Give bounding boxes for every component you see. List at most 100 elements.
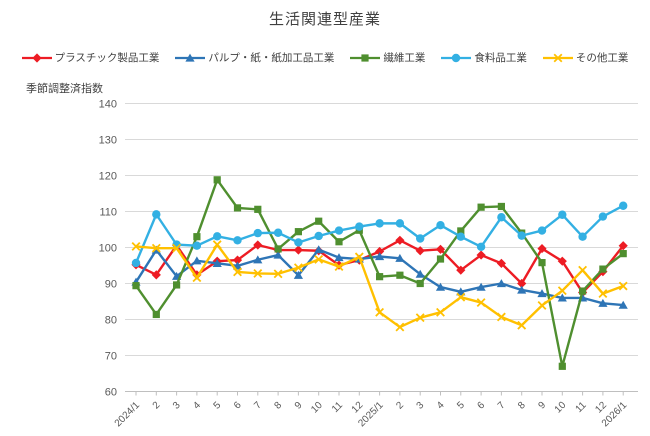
y-axis-tick-label: 100: [99, 243, 117, 255]
triangle-marker: [395, 253, 405, 262]
x-marker: [618, 281, 628, 291]
y-axis-tick-label: 110: [99, 207, 117, 219]
circle-marker: [436, 220, 445, 230]
triangle-marker: [273, 250, 283, 259]
square-marker: [579, 287, 587, 295]
square-marker: [193, 233, 201, 241]
legend-label: パルプ・紙・紙加工品工業: [208, 52, 335, 64]
circle-marker: [294, 238, 303, 247]
x-marker: [293, 263, 303, 273]
x-axis-tick-label: 4: [191, 400, 203, 412]
legend-item-3: 食料品工業: [441, 50, 527, 65]
x-marker: [253, 268, 263, 278]
circle-marker: [395, 219, 405, 228]
x-marker: [375, 307, 385, 317]
square-marker: [294, 228, 302, 236]
diamond-marker: [537, 243, 547, 254]
diamond-marker: [456, 265, 466, 275]
circle-marker: [334, 226, 344, 235]
triangle-marker: [415, 269, 425, 278]
x-marker: [131, 241, 141, 251]
square-marker: [274, 245, 282, 253]
x-axis-tick-label: 8: [273, 400, 285, 412]
x-axis-tick-label: 5: [455, 400, 467, 412]
x-marker: [354, 252, 364, 262]
circle-marker: [416, 234, 425, 243]
x-marker: [578, 265, 588, 275]
square-marker: [477, 203, 485, 211]
square-marker: [558, 362, 566, 370]
x-marker: [496, 312, 506, 322]
x-axis-tick-label: 8: [516, 400, 528, 412]
square-marker: [254, 205, 262, 213]
circle-marker: [213, 232, 222, 241]
x-marker: [476, 298, 486, 308]
circle-marker: [619, 201, 628, 210]
square-marker: [538, 259, 546, 267]
circle-marker: [598, 212, 608, 221]
circle-marker: [233, 236, 242, 245]
diamond-marker: [375, 246, 385, 257]
triangle-marker: [375, 252, 385, 261]
x-marker: [212, 240, 222, 250]
square-marker: [416, 279, 424, 288]
series-2: [132, 176, 627, 370]
x-marker: [233, 267, 242, 277]
x-marker: [151, 243, 161, 253]
legend-marker: [350, 53, 381, 62]
x-axis-tick-label: 5: [212, 400, 224, 412]
triangle-marker: [598, 298, 608, 307]
y-axis-tick-label: 60: [105, 387, 117, 399]
circle-marker: [375, 219, 384, 228]
circle-marker: [192, 241, 202, 250]
circle-marker: [314, 231, 323, 241]
square-marker: [361, 53, 369, 62]
diamond-marker: [293, 245, 303, 255]
legend-item-0: プラスチック製品工業: [21, 50, 159, 65]
x-marker: [415, 313, 425, 323]
y-axis-tick-label: 130: [99, 135, 117, 147]
y-axis-tick-label: 80: [105, 315, 117, 327]
x-marker: [553, 53, 563, 62]
circle-marker: [476, 242, 486, 251]
triangle-marker: [185, 53, 195, 62]
x-marker: [273, 269, 283, 279]
square-marker: [233, 204, 242, 212]
legend-marker: [441, 53, 472, 62]
circle-marker: [497, 213, 506, 222]
x-axis-tick-label: 2: [394, 400, 406, 412]
triangle-marker: [212, 258, 222, 267]
circle-marker: [152, 210, 161, 219]
y-axis-tick-label: 70: [105, 351, 117, 363]
circle-marker: [355, 222, 364, 231]
square-marker: [396, 271, 404, 279]
x-marker: [395, 322, 405, 332]
triangle-marker: [537, 289, 547, 298]
x-marker: [314, 254, 324, 264]
diamond-marker: [395, 235, 405, 245]
triangle-marker: [618, 300, 628, 309]
triangle-marker: [334, 253, 344, 262]
triangle-marker: [476, 282, 486, 291]
y-axis-tick-label: 120: [99, 171, 117, 183]
diamond-marker: [517, 278, 527, 289]
x-marker: [436, 307, 445, 317]
x-axis-tick-label: 11: [574, 400, 589, 415]
y-axis-title: 季節調整済指数: [26, 83, 103, 95]
square-marker: [132, 282, 140, 290]
circle-marker: [253, 228, 262, 238]
x-axis-tick-label: 3: [415, 400, 427, 412]
legend-marker: [175, 53, 206, 62]
square-marker: [457, 227, 465, 235]
triangle-marker: [314, 245, 324, 254]
triangle-marker: [192, 256, 202, 265]
circle-marker: [452, 53, 461, 62]
legend-marker: [21, 52, 52, 63]
x-axis-tick-label: 6: [476, 400, 488, 412]
diamond-marker: [151, 270, 161, 280]
square-marker: [619, 250, 627, 258]
diamond-marker: [557, 256, 567, 266]
diamond-marker: [415, 246, 425, 256]
legend-label: その他工業: [575, 52, 629, 64]
